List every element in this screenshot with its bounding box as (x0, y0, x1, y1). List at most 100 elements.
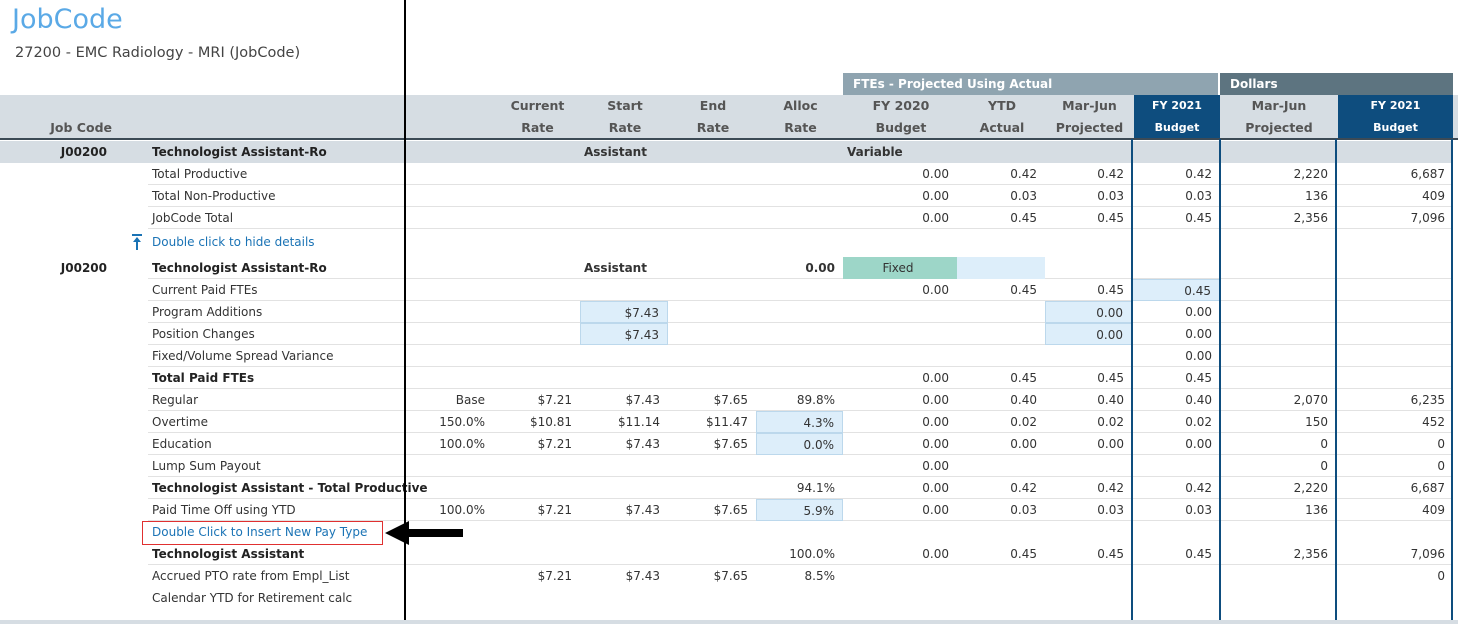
cell: $11.47 (706, 415, 748, 429)
row-rule (148, 498, 1453, 499)
row-rule (148, 388, 1453, 389)
cell: 150.0% (439, 415, 485, 429)
row-rule (148, 184, 1453, 185)
cell: 0.02 (1185, 415, 1212, 429)
column-header-text: Budget (1154, 121, 1200, 134)
column-header-text: Budget (875, 120, 927, 135)
cell: $7.65 (713, 569, 748, 583)
cell: 7,096 (1410, 211, 1445, 225)
column-divider (1219, 139, 1221, 624)
cell: Technologist Assistant (152, 547, 305, 561)
cell: Education (152, 437, 212, 451)
row-rule (148, 410, 1453, 411)
row-rule (148, 228, 1453, 229)
cell: $7.65 (713, 393, 748, 407)
cell: 0.00 (922, 547, 949, 561)
cell: $7.43 (580, 323, 668, 345)
cell: 2,356 (1293, 211, 1328, 225)
cell: Base (455, 393, 485, 407)
cell: 0.00 (922, 415, 949, 429)
cell: 0.00 (922, 371, 949, 385)
cell: 2,220 (1293, 167, 1328, 181)
cell: Current Paid FTEs (152, 283, 258, 297)
column-header: FY 2020 Budget (845, 95, 957, 138)
cell: Paid Time Off using YTD (152, 503, 296, 517)
cell: Lump Sum Payout (152, 459, 261, 473)
column-header: End Rate (670, 95, 756, 138)
cell: $7.21 (537, 569, 572, 583)
column-header: Current Rate (495, 95, 580, 138)
column-divider (1335, 139, 1337, 624)
column-header: Job Code (0, 95, 115, 138)
cell: 452 (1422, 415, 1445, 429)
cell: 0.42 (1010, 481, 1037, 495)
cell: 89.8% (796, 393, 835, 407)
cell: Assistant (584, 261, 647, 275)
column-header-text: Mar-Jun (1251, 98, 1307, 113)
cell: 0.42 (1097, 481, 1124, 495)
column-header-text: Current (510, 98, 565, 113)
cell: 0.45 (1097, 547, 1124, 561)
cell: Regular (152, 393, 199, 407)
column-header-text: Start (607, 98, 643, 113)
column-header-text: Alloc (783, 98, 818, 113)
row-rule (148, 564, 1453, 565)
cell: $10.81 (530, 415, 572, 429)
cell: 0.45 (1010, 283, 1037, 297)
column-header: Mar-Jun Projected (1222, 95, 1336, 138)
page-subtitle: 27200 - EMC Radiology - MRI (JobCode) (15, 45, 301, 61)
divider (404, 0, 406, 624)
cell: Calendar YTD for Retirement calc (152, 591, 353, 605)
cell: 0.40 (1010, 393, 1037, 407)
column-header-text: FY 2021 (1370, 99, 1421, 112)
cell: 0.45 (1097, 371, 1124, 385)
cell: 0.40 (1185, 393, 1212, 407)
cell: 8.5% (804, 569, 836, 583)
column-header-text: Rate (608, 120, 642, 135)
column-header (117, 95, 148, 138)
group-header: Dollars (1220, 73, 1453, 95)
cell: J00200 (60, 261, 107, 275)
cell: $7.65 (713, 503, 748, 517)
row-rule (148, 476, 1453, 477)
input-cell (957, 257, 1045, 279)
column-header-text: YTD (988, 98, 1016, 113)
cell: 94.1% (796, 481, 835, 495)
column-header-text: Rate (696, 120, 730, 135)
cell: 0.45 (1010, 547, 1037, 561)
cell: 136 (1305, 503, 1328, 517)
cell: 0.00 (1097, 437, 1124, 451)
bottom-band (0, 620, 1458, 624)
cell: 0.00 (1185, 327, 1212, 341)
cell: 0.00 (1185, 437, 1212, 451)
cell: $7.43 (625, 569, 660, 583)
cell: $7.65 (713, 437, 748, 451)
cell: 0.00 (1045, 301, 1132, 323)
cell: 6,235 (1410, 393, 1445, 407)
cell: $7.43 (625, 503, 660, 517)
cell: 100.0% (789, 547, 835, 561)
cell: 0.00 (1010, 437, 1037, 451)
link[interactable]: Double Click to Insert New Pay Type (152, 525, 368, 539)
link[interactable]: Double click to hide details (152, 235, 315, 249)
cell: $7.21 (537, 393, 572, 407)
cell: 0.03 (1097, 189, 1124, 203)
column-divider (1131, 139, 1133, 624)
cell: 4.3% (756, 411, 843, 433)
cell: 6,687 (1410, 167, 1445, 181)
cell: 2,070 (1293, 393, 1328, 407)
cell: 0.45 (1185, 211, 1212, 225)
cell: 0 (1437, 459, 1445, 473)
cell: Assistant (584, 145, 647, 159)
cell: 7,096 (1410, 547, 1445, 561)
cell: 136 (1305, 189, 1328, 203)
cell: 5.9% (756, 499, 843, 521)
cell: 0.42 (1097, 167, 1124, 181)
row-band (0, 141, 1453, 163)
cell: 0.00 (922, 393, 949, 407)
collapse-icon[interactable] (130, 233, 144, 251)
cell: 0.0% (756, 433, 843, 455)
cell: 0.02 (1097, 415, 1124, 429)
group-header: FTEs - Projected Using Actual (843, 73, 1218, 95)
